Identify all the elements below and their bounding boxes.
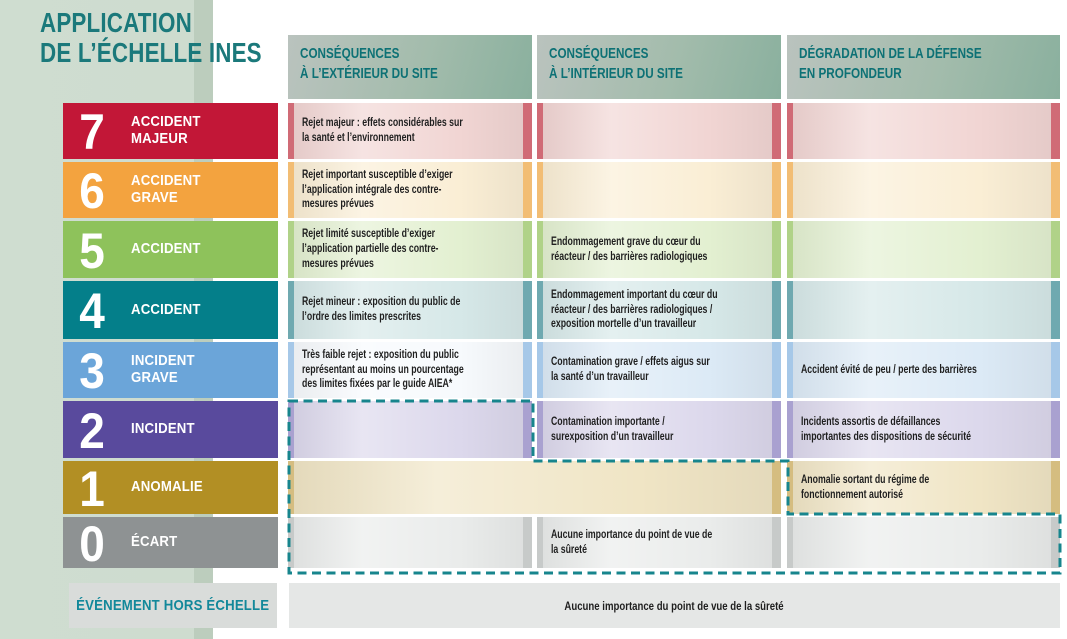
level-badge-0: 0 ÉCART bbox=[63, 515, 278, 572]
level-label: INCIDENT GRAVE bbox=[131, 352, 195, 386]
cell-text: Rejet important susceptible d’exiger l’a… bbox=[302, 168, 453, 211]
cell-text: Contamination importante / surexposition… bbox=[551, 415, 674, 443]
level-number: 1 bbox=[79, 460, 105, 517]
out-of-scale-text: Aucune importance du point de vue de la … bbox=[564, 598, 785, 613]
cell-exterior-5: Rejet limité susceptible d’exiger l’appl… bbox=[288, 221, 532, 278]
cell-interior-5: Endommagement grave du cœur du réacteur … bbox=[537, 221, 781, 278]
level-number: 0 bbox=[79, 515, 105, 572]
column-header-line: CONSÉQUENCES bbox=[300, 45, 400, 62]
page-title-line1: APPLICATION bbox=[40, 7, 192, 38]
column-header-line: À L’INTÉRIEUR DU SITE bbox=[549, 64, 683, 82]
cell-exterior-interior-1 bbox=[288, 461, 781, 514]
cell-interior-3: Contamination grave / effets aigus sur l… bbox=[537, 342, 781, 398]
cell-text: Aucune importance du point de vue de la … bbox=[551, 528, 713, 556]
row-level-6: 6 ACCIDENT GRAVE Rejet important suscept… bbox=[0, 162, 1067, 218]
cell-text: Incidents assortis de défaillances impor… bbox=[801, 415, 971, 443]
level-badge-4: 4 ACCIDENT bbox=[63, 281, 278, 339]
row-level-0: 0 ÉCART Aucune importance du point de vu… bbox=[0, 515, 1067, 572]
cell-defense-3: Accident évité de peu / perte des barriè… bbox=[787, 342, 1060, 398]
level-number: 3 bbox=[79, 343, 105, 399]
column-header-line: DÉGRADATION DE LA DÉFENSE bbox=[799, 45, 982, 62]
column-header-consequences-exterior: CONSÉQUENCES À L’EXTÉRIEUR DU SITE bbox=[288, 35, 532, 99]
cell-text: Endommagement grave du cœur du réacteur … bbox=[551, 235, 708, 263]
cell-interior-6 bbox=[537, 162, 781, 218]
cell-text: Rejet limité susceptible d’exiger l’appl… bbox=[302, 228, 439, 270]
cell-text: Rejet majeur : effets considérables sur … bbox=[302, 117, 463, 144]
column-header-line: CONSÉQUENCES bbox=[549, 45, 649, 62]
column-header-line: À L’EXTÉRIEUR DU SITE bbox=[300, 64, 438, 82]
cell-defense-6 bbox=[787, 162, 1060, 218]
cell-defense-7 bbox=[787, 103, 1060, 159]
level-label: ACCIDENT bbox=[131, 300, 201, 318]
cell-interior-4: Endommagement important du cœur du réact… bbox=[537, 281, 781, 339]
level-number: 5 bbox=[79, 222, 105, 279]
level-badge-2: 2 INCIDENT bbox=[63, 401, 278, 458]
level-label: ACCIDENT bbox=[131, 240, 201, 258]
page-title: APPLICATION DE L’ÉCHELLE INES bbox=[40, 7, 1067, 69]
cell-defense-2: Incidents assortis de défaillances impor… bbox=[787, 401, 1060, 458]
row-level-4: 4 ACCIDENT Rejet mineur : exposition du … bbox=[0, 281, 1067, 339]
row-level-1: 1 ANOMALIE Anomalie sortant du régime de… bbox=[0, 461, 1067, 514]
column-header-defense-degradation: DÉGRADATION DE LA DÉFENSE EN PROFONDEUR bbox=[787, 35, 1060, 99]
column-header-consequences-interior: CONSÉQUENCES À L’INTÉRIEUR DU SITE bbox=[537, 35, 781, 99]
level-number: 7 bbox=[79, 104, 105, 160]
level-label: INCIDENT bbox=[131, 420, 195, 438]
level-badge-3: 3 INCIDENT GRAVE bbox=[63, 342, 278, 398]
cell-text: Endommagement important du cœur du réact… bbox=[551, 288, 718, 331]
cell-exterior-2 bbox=[288, 401, 532, 458]
cell-text: Anomalie sortant du régime de fonctionne… bbox=[801, 473, 930, 501]
level-label: ACCIDENT GRAVE bbox=[131, 172, 201, 206]
row-level-3: 3 INCIDENT GRAVE Très faible rejet : exp… bbox=[0, 342, 1067, 398]
level-number: 4 bbox=[79, 283, 105, 339]
cell-defense-4 bbox=[787, 281, 1060, 339]
level-number: 6 bbox=[79, 163, 105, 219]
cell-exterior-4: Rejet mineur : exposition du public de l… bbox=[288, 281, 532, 339]
cell-text: Contamination grave / effets aigus sur l… bbox=[551, 356, 710, 383]
cell-defense-0 bbox=[787, 517, 1060, 568]
row-level-5: 5 ACCIDENT Rejet limité susceptible d’ex… bbox=[0, 221, 1067, 278]
out-of-scale-label-bar: ÉVÉNEMENT HORS ÉCHELLE bbox=[69, 583, 277, 628]
row-level-2: 2 INCIDENT Contamination importante / su… bbox=[0, 401, 1067, 458]
level-number: 2 bbox=[79, 402, 105, 459]
level-badge-5: 5 ACCIDENT bbox=[63, 221, 278, 278]
cell-text: Rejet mineur : exposition du public de l… bbox=[302, 296, 461, 323]
cell-exterior-7: Rejet majeur : effets considérables sur … bbox=[288, 103, 532, 159]
level-label: ACCIDENT MAJEUR bbox=[131, 113, 201, 147]
row-level-7: 7 ACCIDENT MAJEUR Rejet majeur : effets … bbox=[0, 103, 1067, 159]
level-badge-1: 1 ANOMALIE bbox=[63, 461, 278, 514]
cell-defense-5 bbox=[787, 221, 1060, 278]
cell-text: Accident évité de peu / perte des barriè… bbox=[801, 363, 977, 376]
cell-interior-0: Aucune importance du point de vue de la … bbox=[537, 517, 781, 568]
cell-interior-2: Contamination importante / surexposition… bbox=[537, 401, 781, 458]
cell-interior-7 bbox=[537, 103, 781, 159]
cell-exterior-0 bbox=[288, 517, 532, 568]
cell-exterior-3: Très faible rejet : exposition du public… bbox=[288, 342, 532, 398]
column-header-line: EN PROFONDEUR bbox=[799, 64, 902, 82]
cell-defense-1: Anomalie sortant du régime de fonctionne… bbox=[787, 461, 1060, 514]
level-badge-6: 6 ACCIDENT GRAVE bbox=[63, 162, 278, 218]
cell-text: Très faible rejet : exposition du public… bbox=[302, 348, 464, 391]
out-of-scale-label: ÉVÉNEMENT HORS ÉCHELLE bbox=[76, 597, 270, 614]
level-label: ANOMALIE bbox=[131, 478, 203, 496]
out-of-scale-cell: Aucune importance du point de vue de la … bbox=[289, 583, 1060, 628]
page-title-line2: DE L’ÉCHELLE INES bbox=[40, 37, 262, 69]
cell-exterior-6: Rejet important susceptible d’exiger l’a… bbox=[288, 162, 532, 218]
level-label: ÉCART bbox=[131, 533, 178, 551]
level-badge-7: 7 ACCIDENT MAJEUR bbox=[63, 103, 278, 159]
